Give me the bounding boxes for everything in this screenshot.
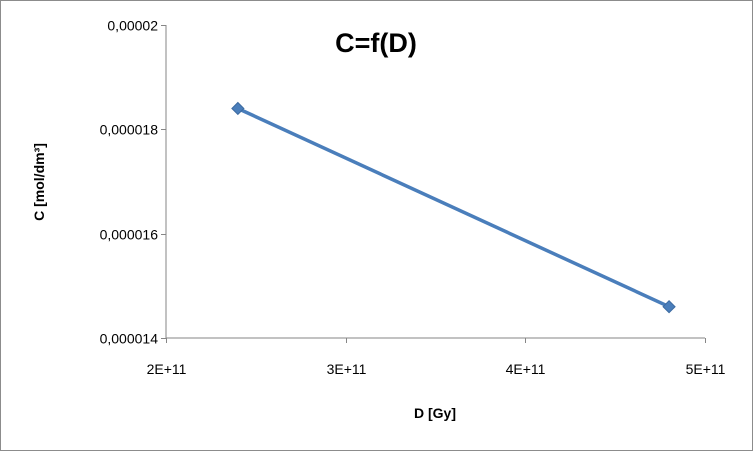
x-tick-label: 3E+11 xyxy=(327,361,367,377)
chart-title: C=f(D) xyxy=(335,28,417,58)
data-point-marker xyxy=(662,299,676,314)
y-axis: 0,000014 0,000016 0,000018 0,00002 xyxy=(100,18,167,347)
x-axis-label: D [Gy] xyxy=(414,405,456,421)
y-axis-label: C [mol/dm³] xyxy=(31,143,47,221)
x-tick-label: 4E+11 xyxy=(506,361,546,377)
series-line xyxy=(237,106,670,309)
data-point-marker xyxy=(231,101,245,116)
y-tick-label: 0,000018 xyxy=(100,122,159,138)
y-tick-label: 0,000016 xyxy=(100,227,159,243)
x-tick-label: 5E+11 xyxy=(686,361,726,377)
y-tick-label: 0,00002 xyxy=(107,18,158,34)
x-tick-label: 2E+11 xyxy=(147,361,187,377)
y-tick-label: 0,000014 xyxy=(100,331,159,347)
x-axis: 2E+11 3E+11 4E+11 5E+11 xyxy=(147,337,726,377)
plot-series xyxy=(231,101,676,314)
